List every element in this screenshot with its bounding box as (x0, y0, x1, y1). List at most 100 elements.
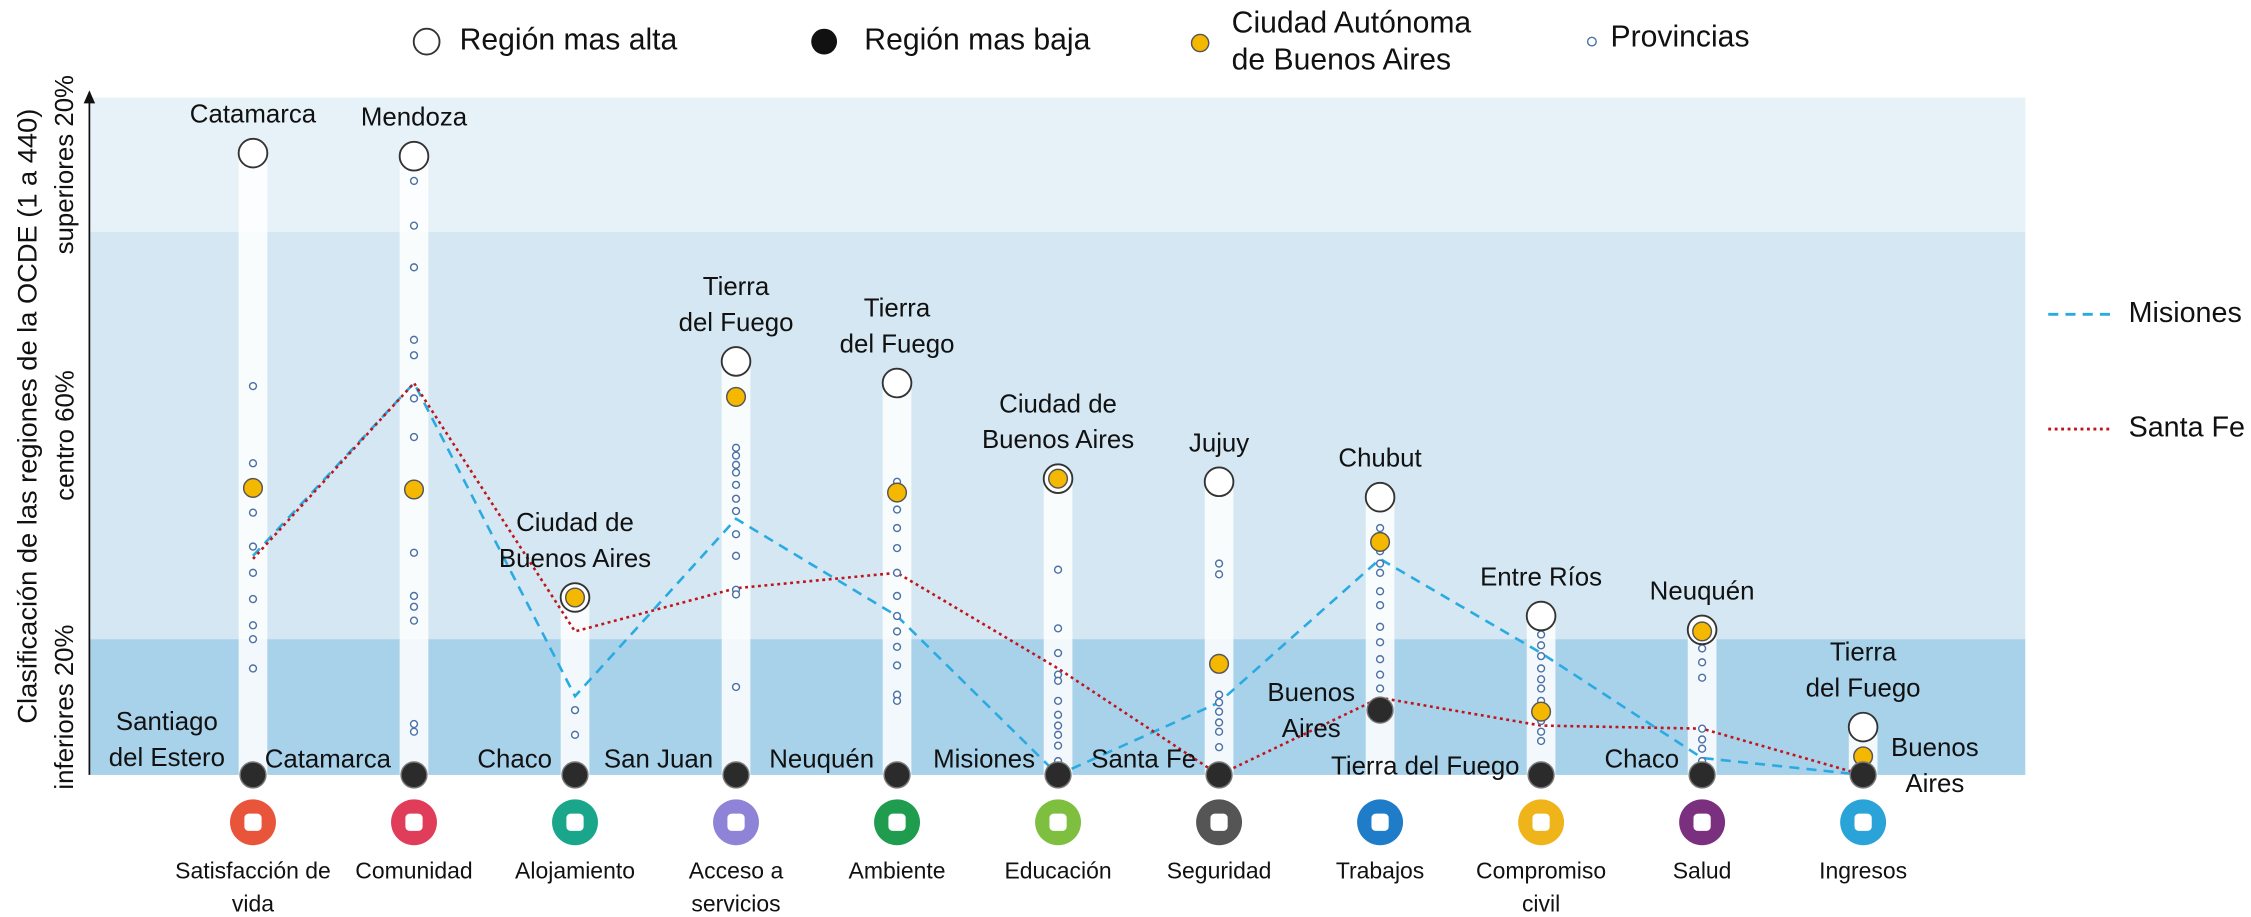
caba-dot (1209, 653, 1230, 674)
province-dot (1214, 707, 1224, 716)
column (560, 597, 590, 775)
low-label: Santiago (116, 708, 218, 736)
province-dot (409, 394, 419, 403)
province-dot (892, 505, 902, 514)
province-dot (409, 351, 419, 360)
low-dot (1688, 761, 1716, 789)
province-dot (1214, 742, 1224, 752)
low-label: Misiones (933, 745, 1035, 773)
x-tick-label: Alojamiento (515, 858, 635, 884)
province-dot (248, 381, 258, 391)
province-dot (1053, 696, 1063, 706)
caba-dot (1370, 531, 1391, 552)
low-label: Neuquén (769, 745, 874, 773)
band-label: superiores 20% (51, 75, 79, 254)
province-dot (731, 530, 741, 539)
province-dot (1697, 744, 1707, 753)
caba-dot (564, 587, 586, 608)
province-dot (731, 443, 741, 452)
category-icon-glyph (405, 813, 423, 831)
x-tick-label: Acceso a (689, 858, 784, 884)
province-dot (409, 719, 419, 729)
province-dot (1214, 718, 1224, 727)
category-icon-glyph (566, 813, 584, 831)
province-dot (570, 730, 580, 739)
province-dot (731, 682, 741, 692)
province-dot (892, 543, 902, 553)
province-dot (892, 591, 902, 601)
legend-label: Provincias (1611, 21, 1750, 54)
high-label: Chubut (1338, 445, 1421, 473)
legend-marker (811, 28, 838, 55)
province-dot (1053, 565, 1063, 574)
legend-label: Santa Fe (2129, 412, 2245, 444)
low-dot (1849, 761, 1877, 789)
province-dot (731, 460, 741, 469)
province-dot (409, 548, 419, 557)
low-dot (722, 761, 750, 789)
province-dot (1536, 630, 1546, 639)
province-dot (1375, 523, 1385, 533)
province-dot (409, 176, 419, 186)
province-dot (892, 661, 902, 670)
high-label: Jujuy (1189, 429, 1249, 457)
province-dot (1536, 736, 1546, 746)
category-icon-glyph (1210, 813, 1228, 831)
province-dot (1375, 670, 1385, 679)
province-dot (892, 627, 902, 636)
low-label: Buenos (1267, 679, 1355, 707)
province-dot (731, 494, 741, 503)
y-axis-arrow (83, 90, 96, 104)
province-dot (731, 451, 741, 460)
low-label: Aires (1905, 770, 1964, 798)
province-dot (1375, 601, 1385, 610)
high-label: Tierra (703, 273, 770, 301)
high-label: del Fuego (679, 309, 794, 337)
column (1526, 616, 1556, 775)
caba-dot (1048, 468, 1069, 489)
high-dot (1203, 466, 1235, 498)
high-label: Ciudad de (999, 390, 1117, 418)
province-dot (1214, 559, 1224, 568)
province-dot (409, 335, 419, 344)
legend-marker (1190, 33, 1210, 53)
x-tick-label: Salud (1673, 858, 1732, 884)
high-dot (720, 346, 752, 377)
x-tick-label: Trabajos (1336, 858, 1424, 884)
low-label: del Estero (109, 744, 225, 772)
province-dot (1375, 638, 1385, 647)
province-dot (731, 590, 741, 599)
x-tick-label: Compromiso (1476, 858, 1606, 884)
x-tick-label: Satisfacción de (175, 858, 331, 884)
low-dot (400, 761, 428, 789)
province-dot (1697, 644, 1707, 653)
province-dot (1697, 658, 1707, 667)
province-dot (1053, 710, 1063, 719)
high-label: Ciudad de (516, 509, 634, 537)
x-tick-label: Seguridad (1167, 858, 1272, 884)
high-label: Tierra (864, 295, 931, 323)
category-icon-glyph (1854, 813, 1872, 831)
low-label: Catamarca (265, 745, 392, 773)
category-icon-glyph (244, 813, 262, 831)
category-icon-glyph (1371, 813, 1389, 831)
x-tick-label: Educación (1004, 858, 1111, 884)
high-label: Mendoza (361, 104, 468, 132)
province-dot (409, 616, 419, 625)
high-label: Buenos Aires (982, 426, 1134, 454)
low-label: Aires (1282, 715, 1341, 743)
high-label: del Fuego (1806, 675, 1921, 703)
low-label: Chaco (477, 745, 552, 773)
legend-marker (412, 27, 441, 56)
low-dot (1044, 761, 1072, 789)
band-label: inferiores 20% (51, 624, 79, 789)
province-dot (1536, 684, 1546, 693)
low-dot (1366, 696, 1394, 724)
province-dot (1375, 568, 1385, 577)
legend-marker (1586, 36, 1597, 47)
province-dot (248, 508, 258, 517)
province-dot (1536, 664, 1546, 673)
province-dot (1536, 727, 1546, 736)
caba-dot (886, 482, 908, 503)
low-label: Santa Fe (1091, 745, 1196, 773)
